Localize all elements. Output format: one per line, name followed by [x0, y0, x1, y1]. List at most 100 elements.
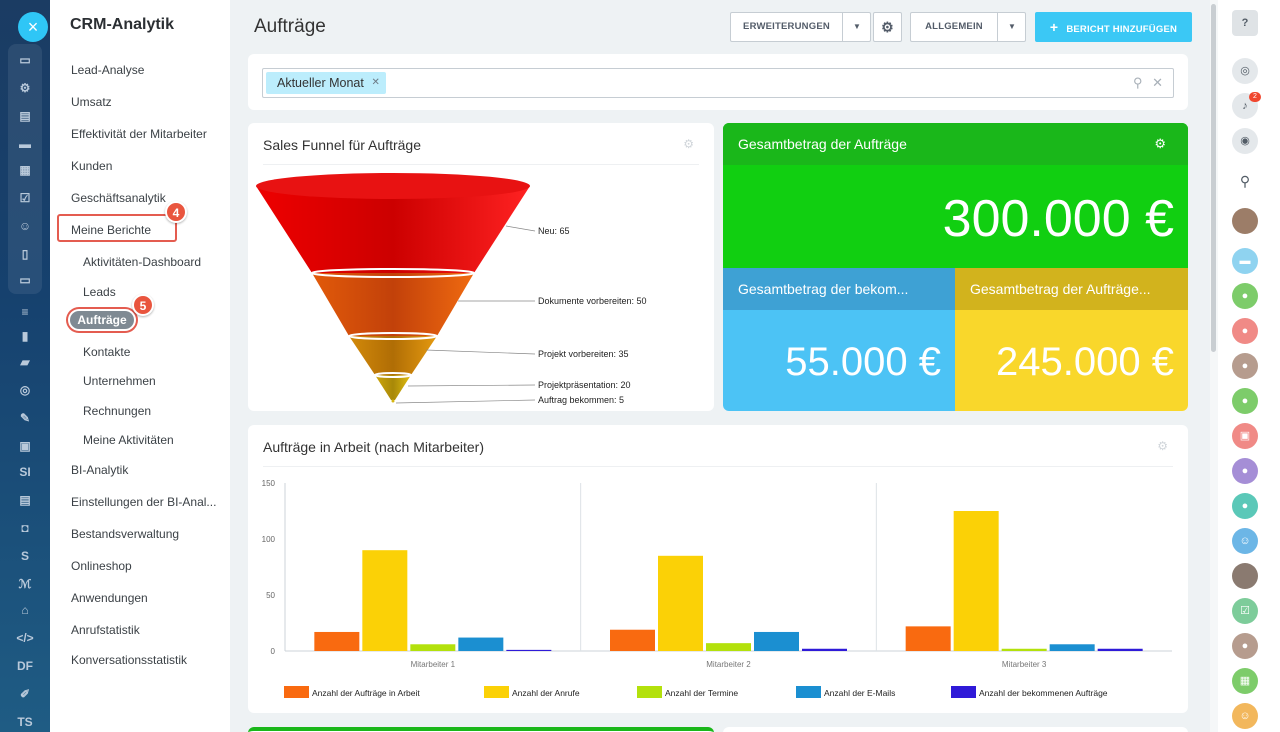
sidebar-item-onlineshop[interactable]: Onlineshop [71, 559, 132, 573]
analytics-icon[interactable]: ▮ [21, 329, 29, 343]
sidebar-item-bestandsverwaltung[interactable]: Bestandsverwaltung [71, 527, 180, 541]
filter-chip[interactable]: Aktueller Monat ✕ [266, 72, 386, 94]
lock-icon[interactable]: ● [1232, 633, 1258, 659]
add-report-button[interactable]: + BERICHT HINZUFÜGEN [1035, 12, 1192, 42]
bar [706, 643, 751, 651]
task-icon[interactable]: ☑ [1232, 598, 1258, 624]
avatar[interactable] [1232, 208, 1258, 234]
robot-icon[interactable]: ◘ [21, 521, 29, 535]
gear-icon[interactable]: ⚙ [1157, 439, 1168, 453]
sheet-icon[interactable]: ▤ [19, 493, 31, 507]
lock-icon[interactable]: ● [1232, 458, 1258, 484]
app-rail: ▭ ⚙ ▤ ▬ ▦ ☑ ☺ ▯ ▭ ≡ ▮ ▰ ◎ ✎ ▣ SI ▤ ◘ S ℳ… [0, 0, 50, 732]
erweiterungen-button[interactable]: ERWEITERUNGEN ▼ [730, 12, 871, 42]
filter-input[interactable]: Aktueller Monat ✕ ⚲ ✕ [262, 68, 1174, 98]
inbox-icon[interactable]: ▤ [19, 109, 31, 123]
sidebar-item-aktivitaeten-dashboard[interactable]: Aktivitäten-Dashboard [83, 255, 202, 269]
help-icon[interactable]: ? [1232, 10, 1258, 36]
bar [458, 637, 504, 651]
bar [658, 555, 703, 651]
drive-icon[interactable]: ▭ [19, 273, 31, 287]
sidebar-item-effektivitaet[interactable]: Effektivität der Mitarbeiter [71, 127, 207, 141]
users-icon[interactable]: ☺ [18, 219, 32, 233]
sidebar-item-lead-analyse[interactable]: Lead-Analyse [71, 63, 145, 77]
calendar-icon[interactable]: ▦ [19, 163, 31, 177]
home-icon[interactable]: ▭ [19, 53, 31, 67]
sidebar-item-rechnungen[interactable]: Rechnungen [83, 404, 152, 418]
sidebar-item-konversationsstatistik[interactable]: Konversationsstatistik [71, 653, 188, 667]
target-icon[interactable]: ◎ [19, 383, 31, 397]
copilot-icon[interactable]: ◎ [1232, 58, 1258, 84]
bank-icon[interactable]: ⌂ [21, 603, 29, 617]
sidebar-item-kontakte[interactable]: Kontakte [83, 345, 131, 359]
orders-tile-header: Gesamtbetrag der Aufträge... [955, 268, 1188, 310]
lock-icon[interactable]: ● [1232, 353, 1258, 379]
contact-card-icon[interactable]: ▣ [1232, 423, 1258, 449]
cart-icon[interactable]: ▰ [20, 355, 30, 369]
sidebar-item-auftraege[interactable]: Aufträge [70, 311, 134, 329]
rail-label-si[interactable]: SI [19, 465, 31, 479]
allgemein-button[interactable]: ALLGEMEIN ▼ [910, 12, 1026, 42]
step-badge-4: 4 [165, 201, 187, 223]
m-icon[interactable]: ℳ [18, 577, 32, 591]
step-badge-5: 5 [132, 294, 154, 316]
received-title: Gesamtbetrag der bekom... [738, 281, 909, 297]
sidebar-item-meine-aktivitaeten[interactable]: Meine Aktivitäten [83, 433, 174, 447]
search-icon[interactable]: ⚲ [1239, 173, 1251, 189]
chip-close-icon[interactable]: ✕ [371, 77, 380, 88]
group-icon[interactable]: ☺ [1232, 703, 1258, 729]
lock-icon[interactable]: ● [1232, 493, 1258, 519]
chat-icon[interactable]: ▬ [1232, 248, 1258, 274]
filter-icon[interactable]: ≡ [21, 305, 29, 319]
group-icon[interactable]: ☺ [1232, 528, 1258, 554]
rail-label-ts[interactable]: TS [17, 715, 33, 729]
clear-icon[interactable]: ✕ [1152, 75, 1163, 90]
lock-icon[interactable]: ● [1232, 318, 1258, 344]
scrollbar-track[interactable] [1210, 0, 1218, 732]
chat-icon[interactable]: ▬ [19, 137, 31, 151]
close-icon[interactable]: × [18, 12, 48, 42]
lock-icon[interactable]: ● [1232, 388, 1258, 414]
scrollbar-thumb[interactable] [1211, 4, 1216, 352]
sidebar-item-bi-einstellungen[interactable]: Einstellungen der BI-Anal... [71, 495, 217, 509]
bar [314, 631, 360, 651]
totals-card: Gesamtbetrag der Aufträge ⚙ 300.000 € Ge… [723, 123, 1188, 411]
docs-icon[interactable]: ▯ [21, 247, 29, 261]
chevron-down-icon[interactable]: ▼ [842, 13, 871, 41]
tasks-icon[interactable]: ☑ [19, 191, 31, 205]
calendar-icon[interactable]: ▦ [1232, 668, 1258, 694]
legend-label: Anzahl der Termine [665, 688, 738, 698]
bar-chart-card: Aufträge in Arbeit (nach Mitarbeiter) ⚙ … [248, 425, 1188, 713]
sidebar-item-meine-berichte[interactable]: Meine Berichte [71, 223, 152, 237]
avatar[interactable] [1232, 563, 1258, 589]
message-icon[interactable]: ◉ [1232, 128, 1258, 154]
gear-icon[interactable]: ⚙ [1154, 136, 1166, 151]
legend-swatch [951, 686, 976, 698]
sidebar-item-unternehmen[interactable]: Unternehmen [83, 374, 156, 388]
sign-icon[interactable]: ✎ [19, 411, 31, 425]
legend-label: Anzahl der Anrufe [512, 688, 580, 698]
gear-icon: ⚙ [881, 19, 894, 35]
sidebar-item-umsatz[interactable]: Umsatz [71, 95, 112, 109]
rail-label-df[interactable]: DF [17, 659, 33, 673]
edit-icon[interactable]: ✐ [19, 687, 31, 701]
settings-button[interactable]: ⚙ [873, 12, 902, 42]
sidebar-item-anrufstatistik[interactable]: Anrufstatistik [71, 623, 140, 637]
y-tick-label: 50 [266, 591, 275, 600]
search-icon[interactable]: ⚲ [1132, 75, 1143, 90]
card-icon[interactable]: ▣ [19, 439, 31, 453]
crm-icon[interactable]: ⚙ [19, 81, 31, 95]
sidebar-item-bi-analytik[interactable]: BI-Analytik [71, 463, 129, 477]
erweiterungen-label: ERWEITERUNGEN [743, 21, 830, 32]
sidebar-item-leads[interactable]: Leads [83, 285, 116, 299]
sidebar-item-kunden[interactable]: Kunden [71, 159, 113, 173]
chevron-down-icon[interactable]: ▼ [997, 13, 1026, 41]
gear-icon[interactable]: ⚙ [683, 137, 694, 151]
y-tick-label: 100 [262, 535, 276, 544]
sidebar-item-anwendungen[interactable]: Anwendungen [71, 591, 148, 605]
x-tick-label: Mitarbeiter 2 [706, 660, 751, 669]
sidebar-item-geschaeftsanalytik[interactable]: Geschäftsanalytik [71, 191, 166, 205]
rail-label-s[interactable]: S [20, 549, 29, 563]
code-icon[interactable]: </> [16, 631, 34, 645]
lock-icon[interactable]: ● [1232, 283, 1258, 309]
